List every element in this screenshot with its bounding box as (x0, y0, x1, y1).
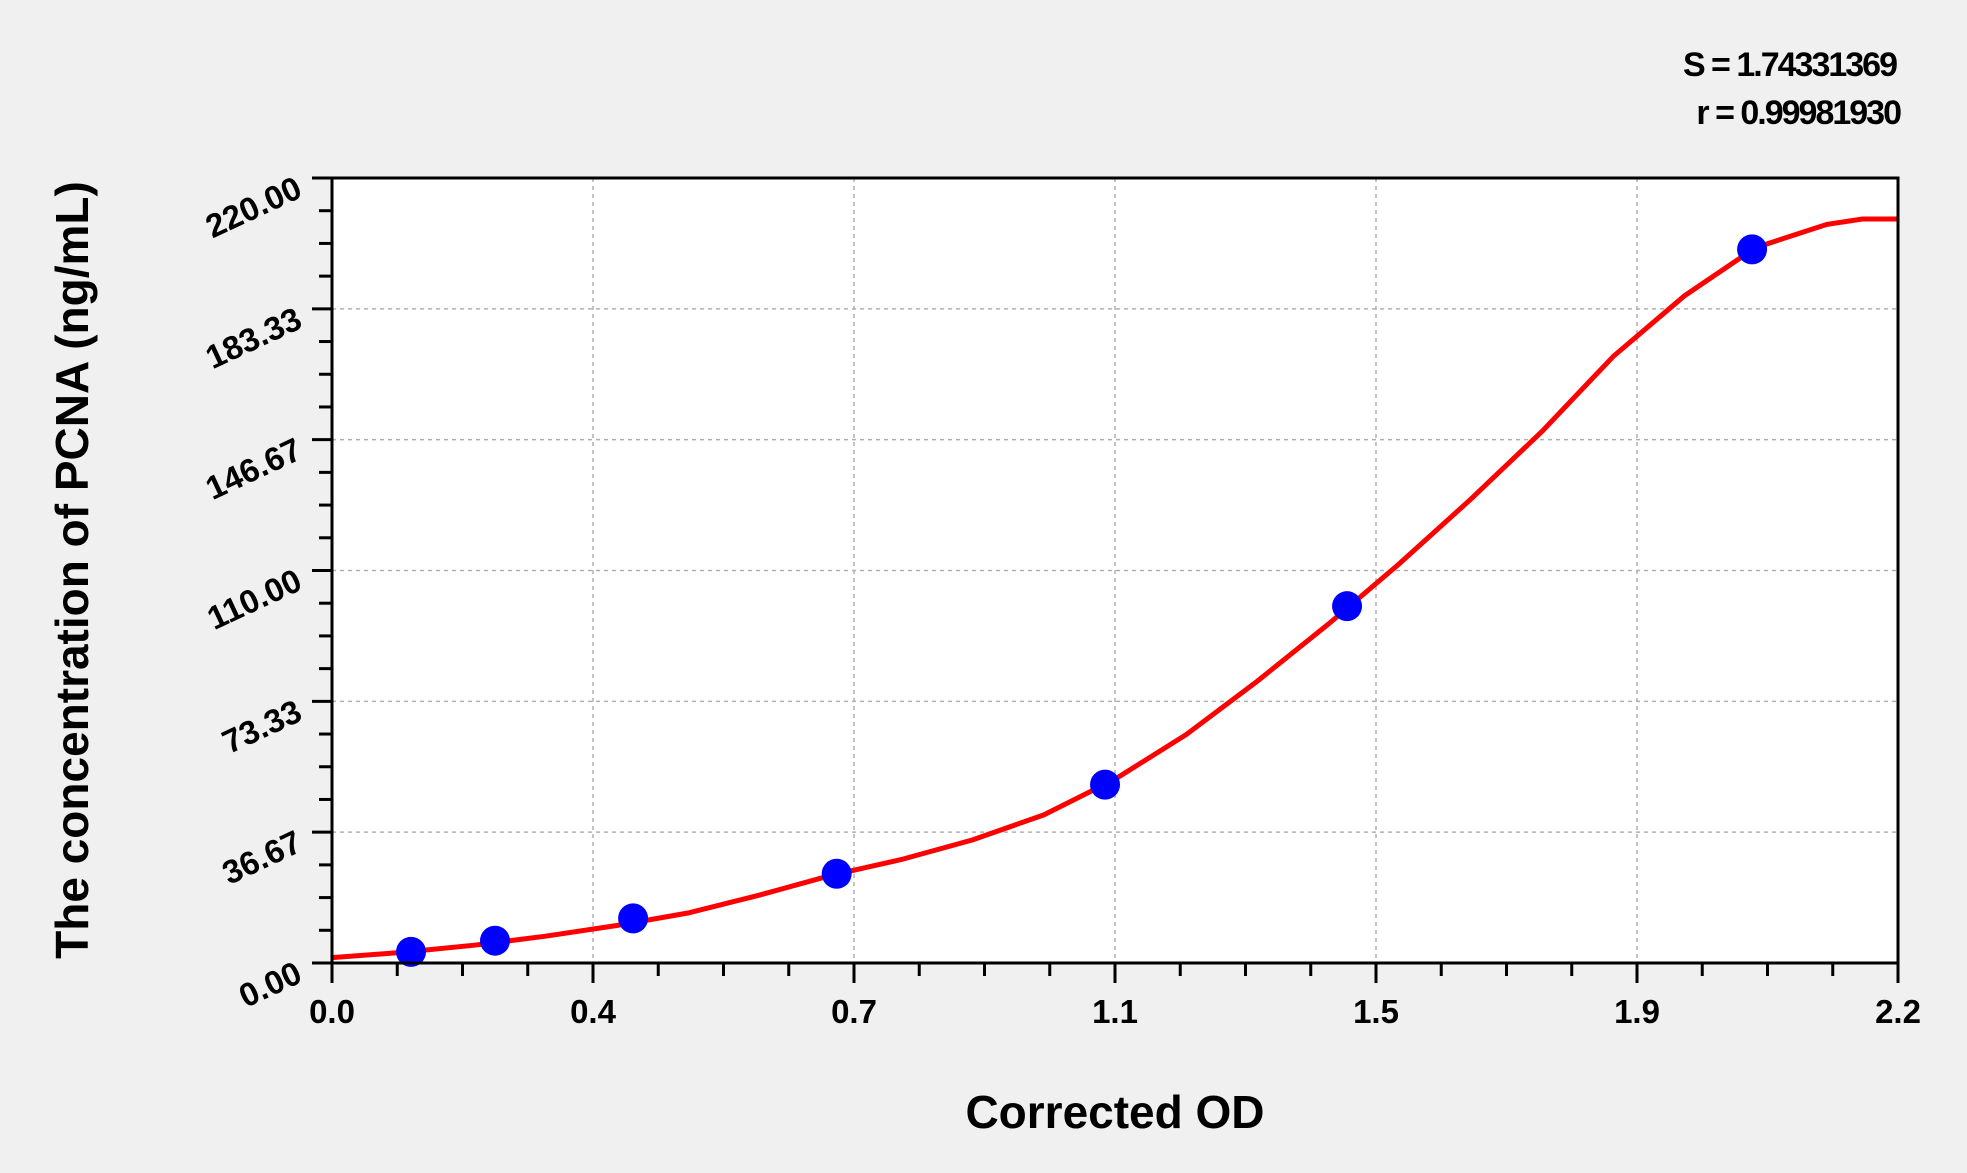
ticks (312, 176, 1900, 983)
x-tick-label: 1.9 (1614, 993, 1660, 1030)
y-tick-label: 73.33 (216, 692, 306, 760)
s-statistic: S = 1.74331369 (1683, 46, 1897, 84)
x-tick-label: 0.7 (831, 993, 877, 1030)
x-tick-labels: 0.0 0.4 0.7 1.1 1.5 1.9 2.2 (309, 993, 1921, 1030)
data-point (480, 925, 511, 956)
x-tick-label: 1.1 (1092, 993, 1138, 1030)
data-point (618, 903, 649, 934)
data-point (821, 858, 852, 889)
x-tick-label: 0.4 (570, 993, 617, 1030)
data-point (1737, 234, 1768, 265)
data-point (1090, 769, 1121, 800)
y-tick-labels: 0.00 36.67 73.33 110.00 146.67 183.33 220.00 (200, 169, 307, 1015)
y-tick-label: 0.00 (233, 954, 307, 1015)
y-tick-label: 36.67 (216, 823, 306, 891)
data-point (1332, 591, 1363, 622)
x-tick-label: 1.5 (1353, 993, 1399, 1030)
data-point (396, 936, 427, 967)
y-tick-label: 183.33 (200, 300, 307, 376)
x-axis-title: Corrected OD (965, 1086, 1264, 1138)
y-axis-title: The concentration of PCNA (ng/mL) (46, 181, 98, 959)
y-tick-label: 146.67 (200, 430, 307, 506)
r-statistic: r = 0.99981930 (1696, 94, 1901, 132)
x-tick-label: 2.2 (1875, 993, 1921, 1030)
y-tick-label: 220.00 (200, 169, 307, 245)
data-points (396, 234, 1768, 967)
fit-curve (331, 216, 1898, 961)
plot-frame (330, 176, 1900, 965)
x-tick-label: 0.0 (309, 993, 355, 1030)
y-tick-label: 110.00 (201, 561, 306, 636)
grid (332, 178, 1898, 963)
